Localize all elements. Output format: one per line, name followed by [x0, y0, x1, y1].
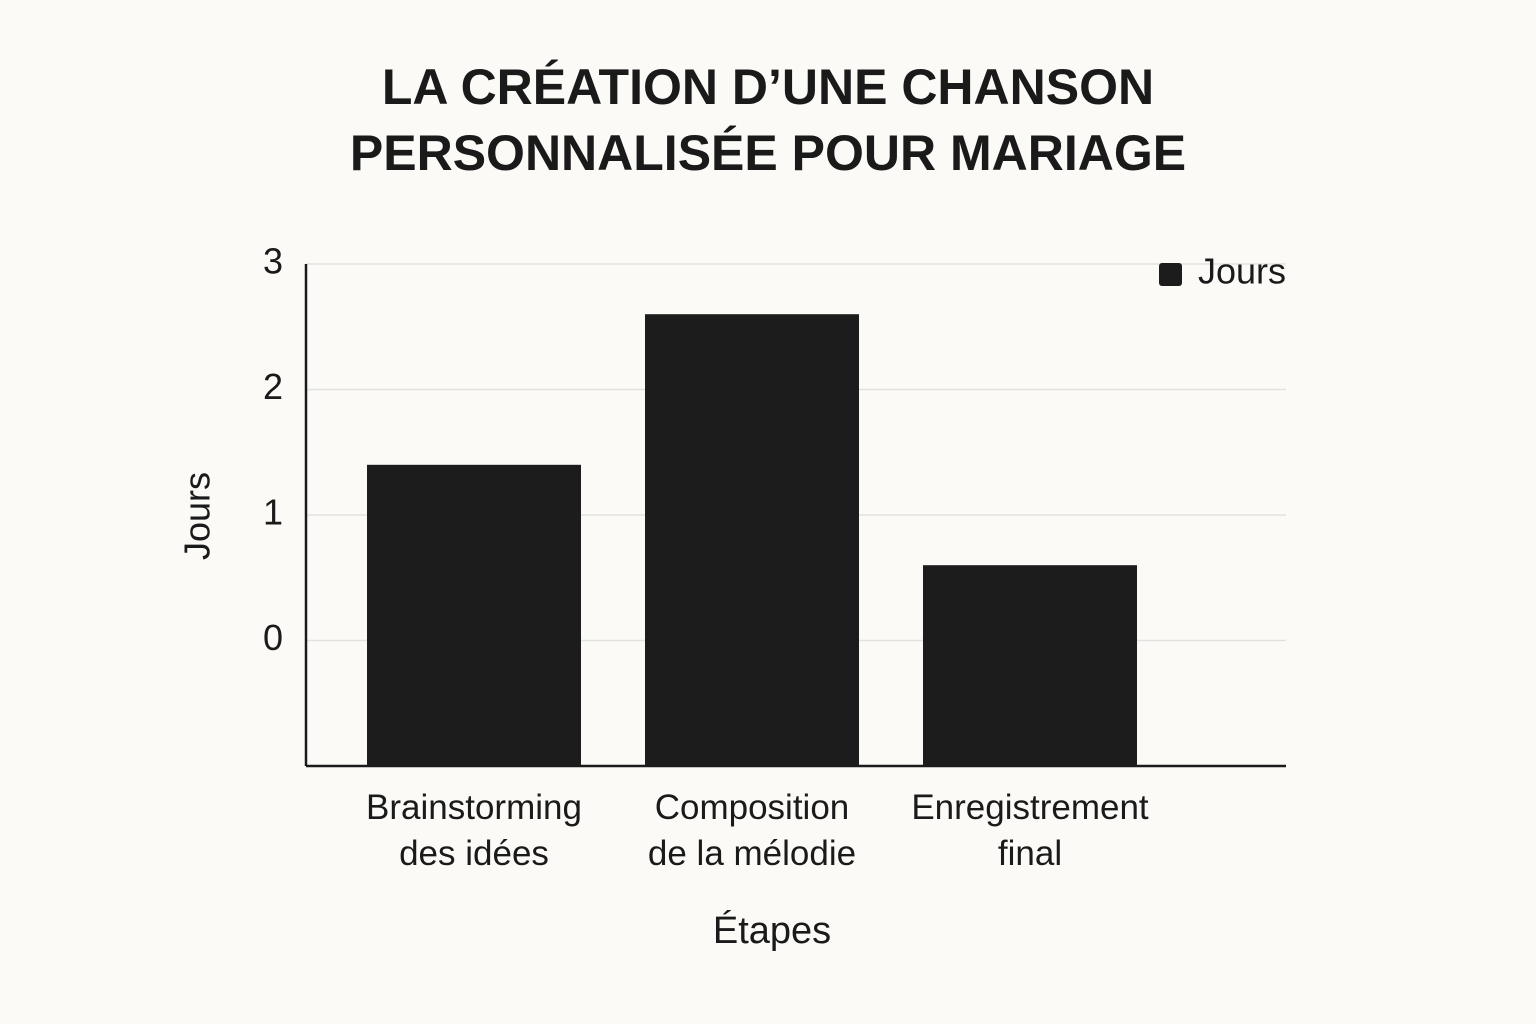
legend-swatch [1159, 263, 1182, 286]
y-axis-label: Jours [177, 472, 218, 560]
bar [645, 314, 859, 766]
y-tick-label: 0 [263, 617, 283, 658]
x-tick-label: Enregistrement final [911, 788, 1149, 873]
legend-label: Jours [1198, 251, 1286, 292]
bar [923, 565, 1137, 766]
y-tick-label: 3 [263, 241, 283, 282]
chart-title: LA CRÉATION D’UNE CHANSON PERSONNALISÉE P… [350, 59, 1186, 181]
x-tick-label: Composition de la mélodie [648, 788, 856, 873]
x-tick-label: Brainstorming des idées [366, 788, 582, 873]
x-axis-label: Étapes [713, 909, 831, 952]
y-tick-label: 2 [263, 366, 283, 407]
y-tick-label: 1 [263, 492, 283, 533]
bar [367, 464, 581, 766]
